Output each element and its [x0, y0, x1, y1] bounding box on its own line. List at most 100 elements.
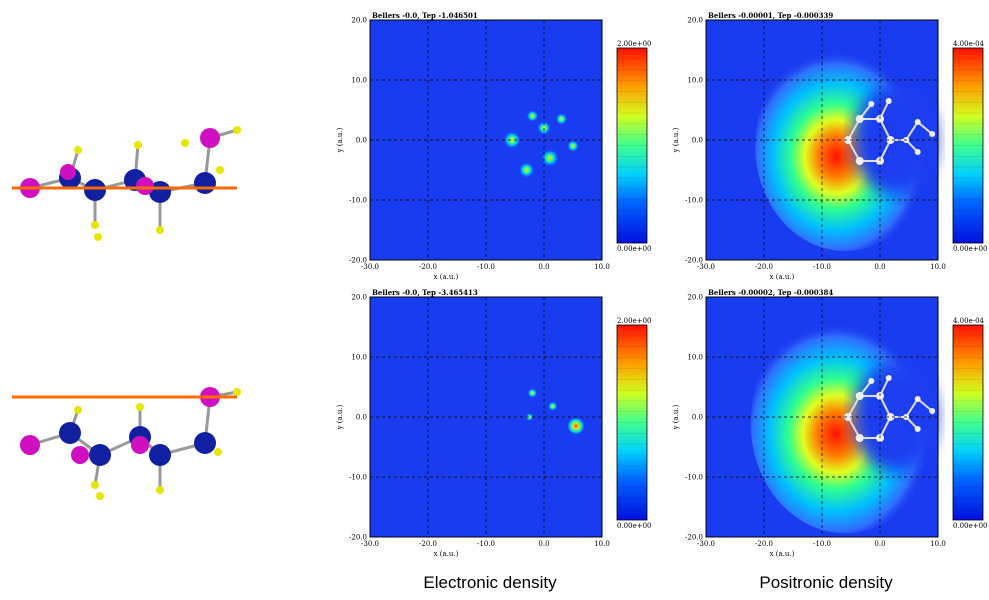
- x-axis-label: x (a.u.): [770, 550, 795, 558]
- y-tick-label: 0.0: [356, 414, 367, 422]
- atom: [886, 413, 895, 421]
- colorbar: [952, 324, 984, 521]
- y-tick-label: 20.0: [687, 17, 703, 25]
- x-tick-label: 0.0: [538, 263, 549, 271]
- bond: [917, 398, 933, 412]
- x-tick-label: -30.0: [697, 540, 715, 548]
- colorbar-min-label: 0.00e+00: [617, 522, 652, 530]
- y-tick-label: -10.0: [685, 474, 703, 482]
- bond: [905, 398, 919, 418]
- y-tick-label: 10.0: [351, 77, 367, 85]
- atom: [886, 136, 895, 144]
- y-tick-label: -10.0: [349, 474, 367, 482]
- colorbar-min-label: 0.00e+00: [953, 245, 988, 253]
- atom: [868, 101, 875, 107]
- atom: [914, 119, 921, 125]
- panel-title: Bellers -0.00002, Tep -0.000384: [708, 288, 833, 297]
- atom: [885, 98, 892, 104]
- x-tick-label: -10.0: [813, 263, 831, 271]
- panel-title: Bellers -0.0, Tep -1.046501: [372, 11, 478, 20]
- y-tick-label: 10.0: [351, 354, 367, 362]
- y-tick-label: -20.0: [349, 534, 367, 542]
- colorbar-min-label: 0.00e+00: [953, 522, 988, 530]
- molecule-overlay: [844, 98, 936, 165]
- density-blob: [527, 388, 538, 398]
- x-tick-label: -10.0: [813, 540, 831, 548]
- y-tick-label: -20.0: [685, 257, 703, 265]
- molecule-top: [12, 126, 241, 241]
- y-tick-label: 20.0: [351, 17, 367, 25]
- y-tick-label: 0.0: [356, 137, 367, 145]
- x-tick-label: -20.0: [419, 540, 437, 548]
- atom: [914, 396, 921, 402]
- y-axis-label: y (a.u.): [672, 127, 680, 153]
- x-tick-label: 10.0: [594, 263, 610, 271]
- colorbar-max-label: 2.00e+00: [617, 40, 652, 48]
- y-tick-label: 20.0: [687, 294, 703, 302]
- y-tick-label: -20.0: [685, 534, 703, 542]
- caption: Positronic density: [759, 573, 893, 592]
- y-axis-label: y (a.u.): [336, 404, 344, 430]
- atom: [855, 434, 864, 442]
- density-panel: -30.0 -20.0 -10.0 0.0 10.020.010.00.0-10.0-2…: [336, 288, 652, 558]
- x-tick-label: 10.0: [930, 263, 946, 271]
- caption: Electronic density: [423, 573, 557, 592]
- y-axis-label: y (a.u.): [336, 127, 344, 153]
- y-tick-label: -20.0: [349, 257, 367, 265]
- x-tick-label: -30.0: [697, 263, 715, 271]
- density-blob: [540, 149, 559, 167]
- atom: [914, 149, 921, 155]
- density-panel: -30.0 -20.0 -10.0 0.0 10.020.010.00.0-10.0-2…: [672, 11, 988, 281]
- density-blob: [567, 140, 579, 152]
- colorbar: [952, 47, 984, 244]
- atom: [929, 131, 936, 137]
- colorbar-min-label: 0.00e+00: [617, 245, 652, 253]
- atom: [929, 408, 936, 414]
- x-tick-label: 10.0: [594, 540, 610, 548]
- x-tick-label: -20.0: [755, 263, 773, 271]
- colorbar-max-label: 4.00e-04: [953, 317, 985, 325]
- density-field: [525, 388, 585, 435]
- density-blob: [566, 417, 585, 435]
- atom: [868, 378, 875, 384]
- x-axis-label: x (a.u.): [434, 550, 459, 558]
- y-tick-label: 0.0: [692, 414, 703, 422]
- atom: [844, 136, 853, 144]
- y-tick-label: -10.0: [349, 197, 367, 205]
- y-tick-label: -10.0: [685, 197, 703, 205]
- x-tick-label: 10.0: [930, 540, 946, 548]
- molecule-overlay: [844, 375, 936, 442]
- x-tick-label: -20.0: [419, 263, 437, 271]
- density-panel: -30.0 -20.0 -10.0 0.0 10.020.010.00.0-10.0-2…: [336, 11, 652, 281]
- x-tick-label: 0.0: [874, 540, 885, 548]
- density-field: [750, 312, 940, 534]
- x-tick-label: -10.0: [477, 540, 495, 548]
- density-blob: [503, 131, 522, 149]
- density-blob: [518, 162, 535, 178]
- atom: [855, 115, 864, 123]
- density-panel: -30.0 -20.0 -10.0 0.0 10.020.010.00.0-10.0-2…: [672, 288, 988, 558]
- x-tick-label: -10.0: [477, 263, 495, 271]
- atom: [855, 392, 864, 400]
- density-blob: [526, 110, 539, 122]
- atom: [914, 426, 921, 432]
- bond: [917, 121, 933, 135]
- y-tick-label: 0.0: [692, 137, 703, 145]
- x-tick-label: 0.0: [874, 263, 885, 271]
- atom: [855, 157, 864, 165]
- x-tick-label: -20.0: [755, 540, 773, 548]
- x-tick-label: 0.0: [538, 540, 549, 548]
- y-tick-label: 10.0: [687, 354, 703, 362]
- x-tick-label: -30.0: [361, 263, 379, 271]
- density-blob: [555, 113, 568, 125]
- y-axis-label: y (a.u.): [672, 404, 680, 430]
- colorbar-max-label: 2.00e+00: [617, 317, 652, 325]
- density-field: [503, 110, 579, 178]
- bond: [905, 121, 919, 141]
- y-tick-label: 10.0: [687, 77, 703, 85]
- density-blob: [525, 413, 534, 421]
- colorbar: [616, 324, 648, 521]
- x-axis-label: x (a.u.): [770, 273, 795, 281]
- density-field: [755, 41, 937, 251]
